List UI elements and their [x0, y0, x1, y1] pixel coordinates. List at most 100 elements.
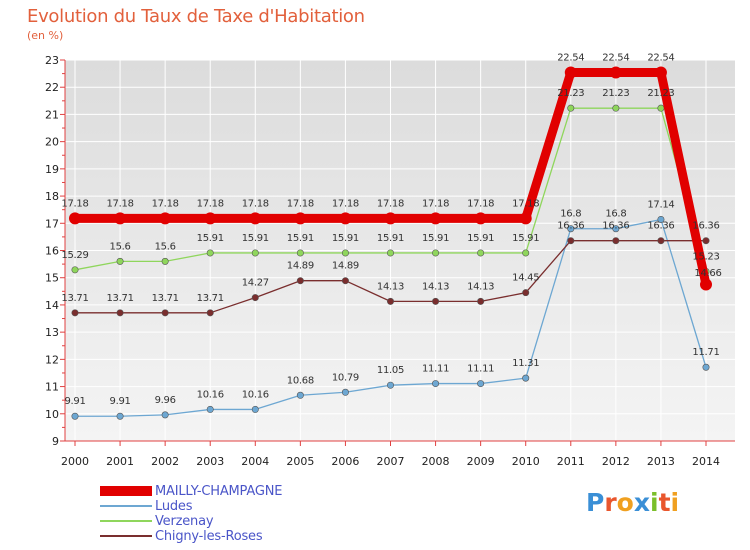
data-label-verzenay: 15.91: [512, 233, 539, 244]
point-chigny-les-roses: [71, 309, 79, 317]
data-label-chigny-les-roses: 16.36: [692, 221, 719, 232]
data-label-chigny-les-roses: 14.89: [332, 261, 359, 272]
x-tick-label: 2010: [512, 455, 540, 468]
data-label-ludes: 10.16: [242, 389, 269, 400]
point-chigny-les-roses: [161, 309, 169, 317]
y-tick-label: 19: [45, 163, 59, 176]
point-ludes: [251, 405, 259, 413]
data-label-mailly-champagne: 22.54: [602, 53, 629, 64]
data-label-chigny-les-roses: 14.13: [377, 281, 404, 292]
point-verzenay: [206, 249, 214, 257]
data-label-verzenay: 21.23: [647, 88, 674, 99]
y-tick-label: 9: [52, 435, 59, 448]
data-labels: 17.18 17.18 17.18 17.18 17.18 17.18 17.18 17.18…: [61, 53, 721, 408]
data-label-chigny-les-roses: 13.71: [152, 293, 179, 304]
data-label-mailly-champagne: 17.18: [61, 198, 88, 209]
data-label-ludes: 17.14: [647, 199, 674, 210]
y-tick-label: 11: [45, 381, 59, 394]
point-chigny-les-roses: [206, 309, 214, 317]
point-ludes: [341, 388, 349, 396]
point-mailly-champagne: [429, 212, 442, 225]
point-verzenay: [522, 249, 530, 257]
point-ludes: [702, 363, 710, 371]
data-label-chigny-les-roses: 14.45: [512, 273, 539, 284]
data-label-ludes: 11.11: [422, 364, 449, 375]
data-label-mailly-champagne: 17.18: [287, 198, 314, 209]
data-label-verzenay: 15.91: [242, 233, 269, 244]
data-label-verzenay: 15.6: [110, 241, 131, 252]
point-ludes: [432, 380, 440, 388]
point-mailly-champagne: [249, 212, 262, 225]
x-tick-label: 2006: [331, 455, 359, 468]
data-label-verzenay: 15.91: [197, 233, 224, 244]
data-label-chigny-les-roses: 13.71: [197, 293, 224, 304]
legend-item-chigny-les-roses: Chigny-les-Roses: [100, 528, 282, 544]
point-verzenay: [296, 249, 304, 257]
chart-subtitle: (en %): [27, 29, 64, 42]
point-verzenay: [116, 257, 124, 265]
y-tick-label: 23: [45, 54, 59, 67]
y-tick-label: 16: [45, 245, 59, 258]
point-ludes: [161, 411, 169, 419]
data-label-ludes: 9.96: [155, 395, 176, 406]
point-mailly-champagne: [339, 212, 352, 225]
data-label-ludes: 11.31: [512, 358, 539, 369]
x-tick-label: 2013: [647, 455, 675, 468]
data-label-chigny-les-roses: 16.36: [647, 221, 674, 232]
point-ludes: [386, 381, 394, 389]
y-tick-label: 10: [45, 408, 59, 421]
point-verzenay: [161, 257, 169, 265]
x-tick-label: 2011: [557, 455, 585, 468]
data-label-mailly-champagne: 17.18: [242, 198, 269, 209]
y-tick-label: 17: [45, 217, 59, 230]
data-label-ludes: 16.8: [560, 209, 581, 220]
legend-swatch: [100, 505, 152, 507]
point-mailly-champagne: [609, 66, 622, 79]
data-label-verzenay: 21.23: [602, 88, 629, 99]
x-tick-label: 2014: [692, 455, 720, 468]
data-label-verzenay: 15.91: [377, 233, 404, 244]
legend: MAILLY-CHAMPAGNE Ludes Verzenay Chigny-les-…: [100, 484, 282, 544]
point-chigny-les-roses: [567, 237, 575, 245]
point-ludes: [206, 405, 214, 413]
point-ludes: [522, 374, 530, 382]
data-label-ludes: 16.8: [605, 209, 626, 220]
point-chigny-les-roses: [657, 237, 665, 245]
point-chigny-les-roses: [296, 277, 304, 285]
legend-label: Verzenay: [155, 513, 214, 529]
data-label-mailly-champagne: 17.18: [377, 198, 404, 209]
data-label-ludes: 9.91: [110, 396, 131, 407]
y-tick-label: 12: [45, 353, 59, 366]
axes: 9 10 11 12 13 14 15 16 17 18 19 20 21 22 23 2000 2001 200…: [45, 54, 735, 468]
legend-item-mailly-champagne: MAILLY-CHAMPAGNE: [100, 484, 282, 499]
data-label-chigny-les-roses: 13.71: [107, 293, 134, 304]
data-label-mailly-champagne: 17.18: [152, 198, 179, 209]
data-label-extra: 14.66: [694, 268, 721, 279]
point-verzenay: [567, 104, 575, 112]
x-tick-label: 2007: [377, 455, 405, 468]
x-tick-label: 2001: [106, 455, 134, 468]
point-ludes: [296, 391, 304, 399]
legend-label: Chigny-les-Roses: [155, 528, 263, 544]
data-label-chigny-les-roses: 14.13: [422, 281, 449, 292]
data-label-mailly-champagne: 22.54: [557, 53, 584, 64]
point-verzenay: [251, 249, 259, 257]
data-label-verzenay: 21.23: [557, 88, 584, 99]
point-ludes: [477, 380, 485, 388]
data-label-chigny-les-roses: 14.89: [287, 261, 314, 272]
series: [69, 66, 712, 420]
point-chigny-les-roses: [251, 294, 259, 302]
point-verzenay: [71, 266, 79, 274]
point-chigny-les-roses: [432, 297, 440, 305]
data-label-ludes: 11.71: [692, 347, 719, 358]
x-tick-label: 2004: [241, 455, 269, 468]
point-verzenay: [612, 104, 620, 112]
point-chigny-les-roses: [116, 309, 124, 317]
point-mailly-champagne: [519, 212, 532, 225]
point-ludes: [71, 412, 79, 420]
data-label-chigny-les-roses: 14.27: [242, 278, 269, 289]
point-verzenay: [341, 249, 349, 257]
point-verzenay: [432, 249, 440, 257]
